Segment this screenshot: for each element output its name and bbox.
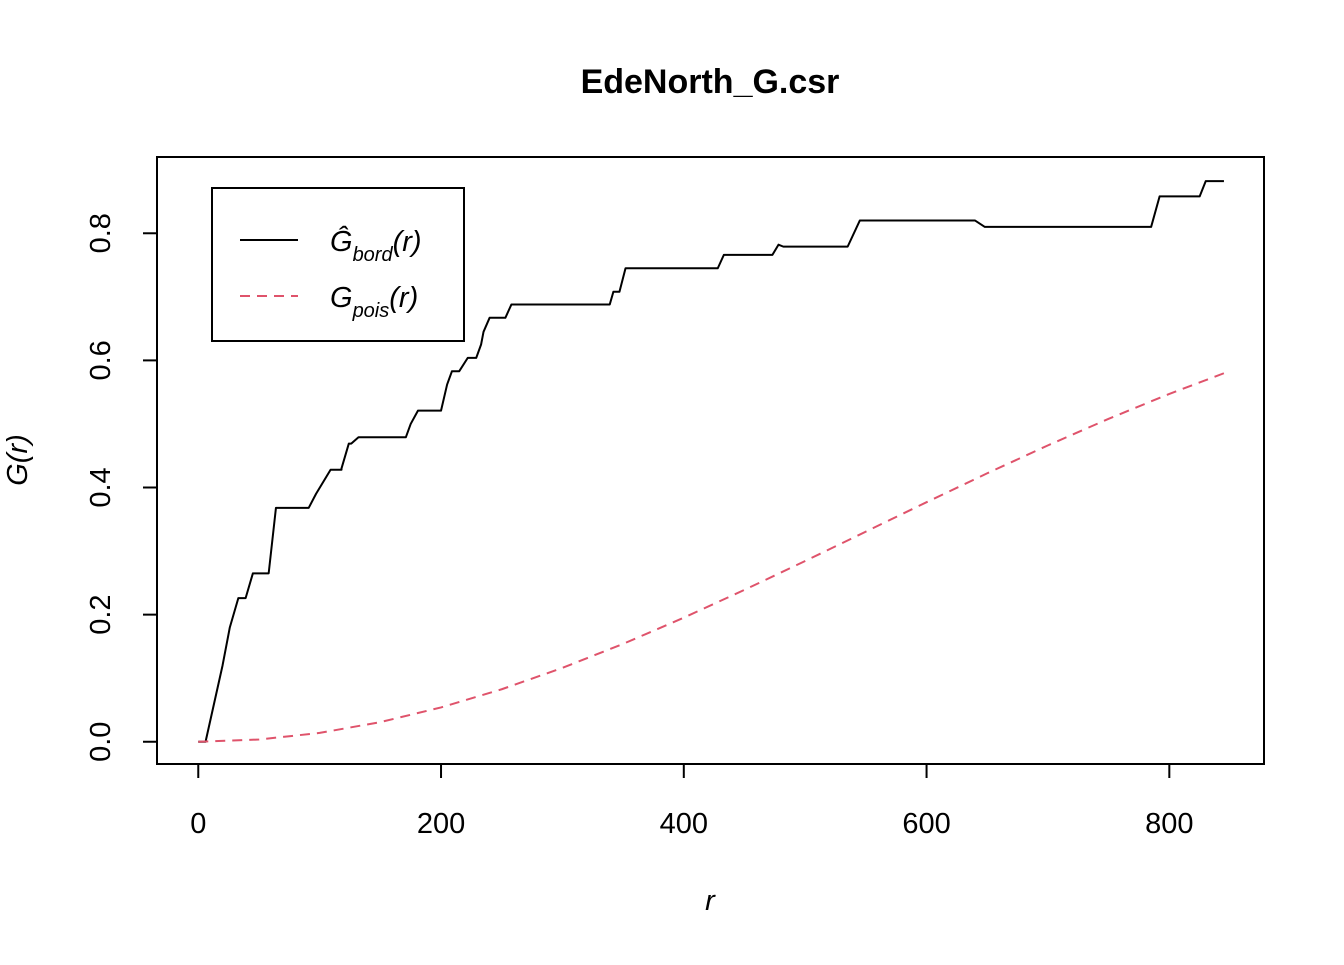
series-line-gpois bbox=[198, 372, 1225, 743]
x-tick-label: 600 bbox=[902, 808, 950, 840]
legend-entries: Ĝbord(r) Gpois(r) bbox=[240, 224, 422, 322]
legend-box bbox=[211, 187, 465, 342]
x-axis: 0 200 400 600 800 bbox=[190, 763, 1194, 840]
legend: Ĝbord(r) Gpois(r) bbox=[211, 187, 465, 342]
y-tick-label: 0.4 bbox=[85, 467, 117, 507]
series-line-gbord bbox=[198, 180, 1224, 743]
x-tick-label: 200 bbox=[417, 808, 465, 840]
x-tick-label: 400 bbox=[660, 808, 708, 840]
y-tick-label: 0.0 bbox=[85, 722, 117, 762]
y-tick-label: 0.6 bbox=[85, 340, 117, 380]
x-tick-label: 0 bbox=[190, 808, 206, 840]
chart-title: EdeNorth_G.csr bbox=[581, 63, 840, 101]
series-layer bbox=[198, 180, 1225, 743]
y-tick-label: 0.8 bbox=[85, 213, 117, 253]
legend-label: Ĝbord(r) bbox=[330, 224, 422, 266]
legend-label: Gpois(r) bbox=[330, 282, 418, 322]
y-axis-label: G(r) bbox=[2, 434, 34, 486]
x-axis-label: r bbox=[705, 885, 716, 917]
x-tick-label: 800 bbox=[1145, 808, 1193, 840]
y-axis: 0.0 0.2 0.4 0.6 0.8 bbox=[85, 213, 158, 762]
y-tick-label: 0.2 bbox=[85, 594, 117, 634]
